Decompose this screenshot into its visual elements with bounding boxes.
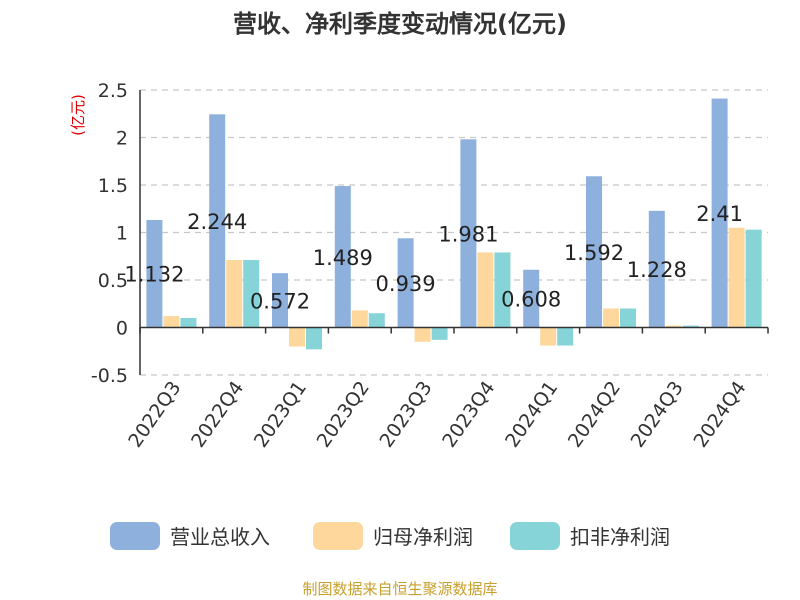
data-label: 2.41 [696,202,743,226]
y-axis-label: (亿元) [69,94,87,136]
bar[interactable] [682,325,699,328]
bar[interactable] [289,327,305,347]
bar[interactable] [603,308,619,328]
bar[interactable] [745,229,762,328]
bar[interactable] [728,227,745,328]
source-note: 制图数据来自恒生聚源数据库 [302,580,497,598]
data-label: 0.939 [376,272,436,296]
bar[interactable] [180,318,197,328]
bar[interactable] [477,252,494,328]
bar[interactable] [586,176,602,328]
bar[interactable] [620,308,636,328]
legend-label[interactable]: 营业总收入 [170,525,270,549]
y-tick-label: 0.5 [98,270,128,292]
bar[interactable] [540,327,557,346]
bar[interactable] [209,114,226,328]
x-tick-label: 2023Q2 [313,377,374,451]
x-tick-label: 2022Q3 [124,377,185,451]
y-tick-label: 1.5 [98,175,128,197]
data-label: 1.132 [124,263,184,287]
y-tick-label: 1 [116,223,128,245]
bar[interactable] [431,327,448,340]
bars [146,98,762,350]
bar[interactable] [523,269,540,328]
bar[interactable] [494,252,511,328]
bar[interactable] [146,219,163,328]
bar[interactable] [272,273,288,328]
bar[interactable] [226,260,243,328]
y-tick-label: -0.5 [91,365,128,387]
bar[interactable] [163,316,180,328]
y-tick-label: 2 [116,128,128,150]
x-tick-label: 2024Q4 [689,377,750,451]
bar[interactable] [334,186,351,328]
legend-swatch[interactable] [510,522,560,550]
chart-title: 营收、净利季度变动情况(亿元) [233,10,567,38]
data-label: 1.228 [627,258,687,282]
bar[interactable] [414,327,431,342]
bar[interactable] [351,310,368,328]
legend-label[interactable]: 扣非净利润 [570,525,670,549]
bar[interactable] [460,139,477,328]
x-tick-label: 2024Q1 [501,377,562,451]
bar[interactable] [665,325,682,328]
y-tick-label: 2.5 [98,80,128,102]
bar[interactable] [368,313,385,328]
bar[interactable] [243,260,260,328]
x-tick-label: 2023Q4 [438,377,499,451]
y-tick-label: 0 [116,318,128,340]
bar[interactable] [397,238,414,328]
data-label: 1.981 [438,222,498,246]
grid [140,89,768,376]
data-label: 0.608 [501,288,561,312]
bar[interactable] [711,98,728,328]
data-label: 1.489 [313,246,373,270]
x-tick-label: 2022Q4 [187,377,248,451]
x-tick-label: 2024Q3 [627,377,688,451]
bar[interactable] [648,210,665,328]
x-tick-label: 2023Q1 [250,377,311,451]
legend-swatch[interactable] [313,522,363,550]
legend-swatch[interactable] [110,522,160,550]
x-tick-label: 2023Q3 [375,377,436,451]
data-label: 1.592 [564,241,624,265]
bar[interactable] [557,327,574,346]
data-label: 0.572 [250,289,310,313]
legend[interactable]: 营业总收入 归母净利润 扣非净利润 [110,522,670,550]
x-tick-label: 2024Q2 [564,377,625,451]
data-label: 2.244 [187,210,247,234]
bar[interactable] [306,327,322,350]
legend-label[interactable]: 归母净利润 [373,525,473,549]
